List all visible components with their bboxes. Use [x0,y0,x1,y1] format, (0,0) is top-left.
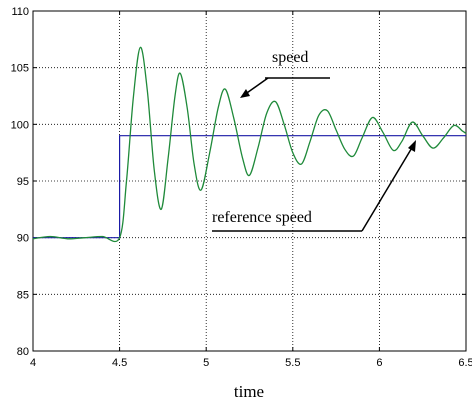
y-tick-label: 110 [11,6,29,18]
y-tick-label: 85 [17,289,29,301]
series-group [32,46,467,243]
speed-annotation-label: speed [272,49,308,66]
x-tick-label: 4 [30,357,36,369]
y-tick-label: 100 [11,119,29,131]
reference-speed-annotation-label: reference speed [212,209,312,226]
axis-ticks [32,10,467,352]
y-tick-label: 95 [17,176,29,188]
reference-speed-line [33,135,466,239]
x-tick-label: 5 [203,357,209,369]
y-tick-labels: 80 85 90 95 100 105 110 [11,6,29,358]
speed-arrowhead [240,89,250,98]
speed-annotation-arrow [243,77,269,96]
y-tick-label: 105 [11,63,29,75]
speed-line [32,46,467,243]
x-axis-title: time [234,382,264,401]
reference-speed-arrowhead [408,140,416,152]
y-tick-label: 90 [17,233,29,245]
x-tick-label: 6.5 [458,357,472,369]
x-tick-label: 5.5 [285,357,300,369]
x-tick-label: 6 [376,357,382,369]
x-tick-label: 4.5 [112,357,127,369]
x-tick-labels: 4 4.5 5 5.5 6 6.5 [30,357,472,369]
reference-speed-annotation-arrow [361,145,414,232]
y-tick-label: 80 [17,346,29,358]
